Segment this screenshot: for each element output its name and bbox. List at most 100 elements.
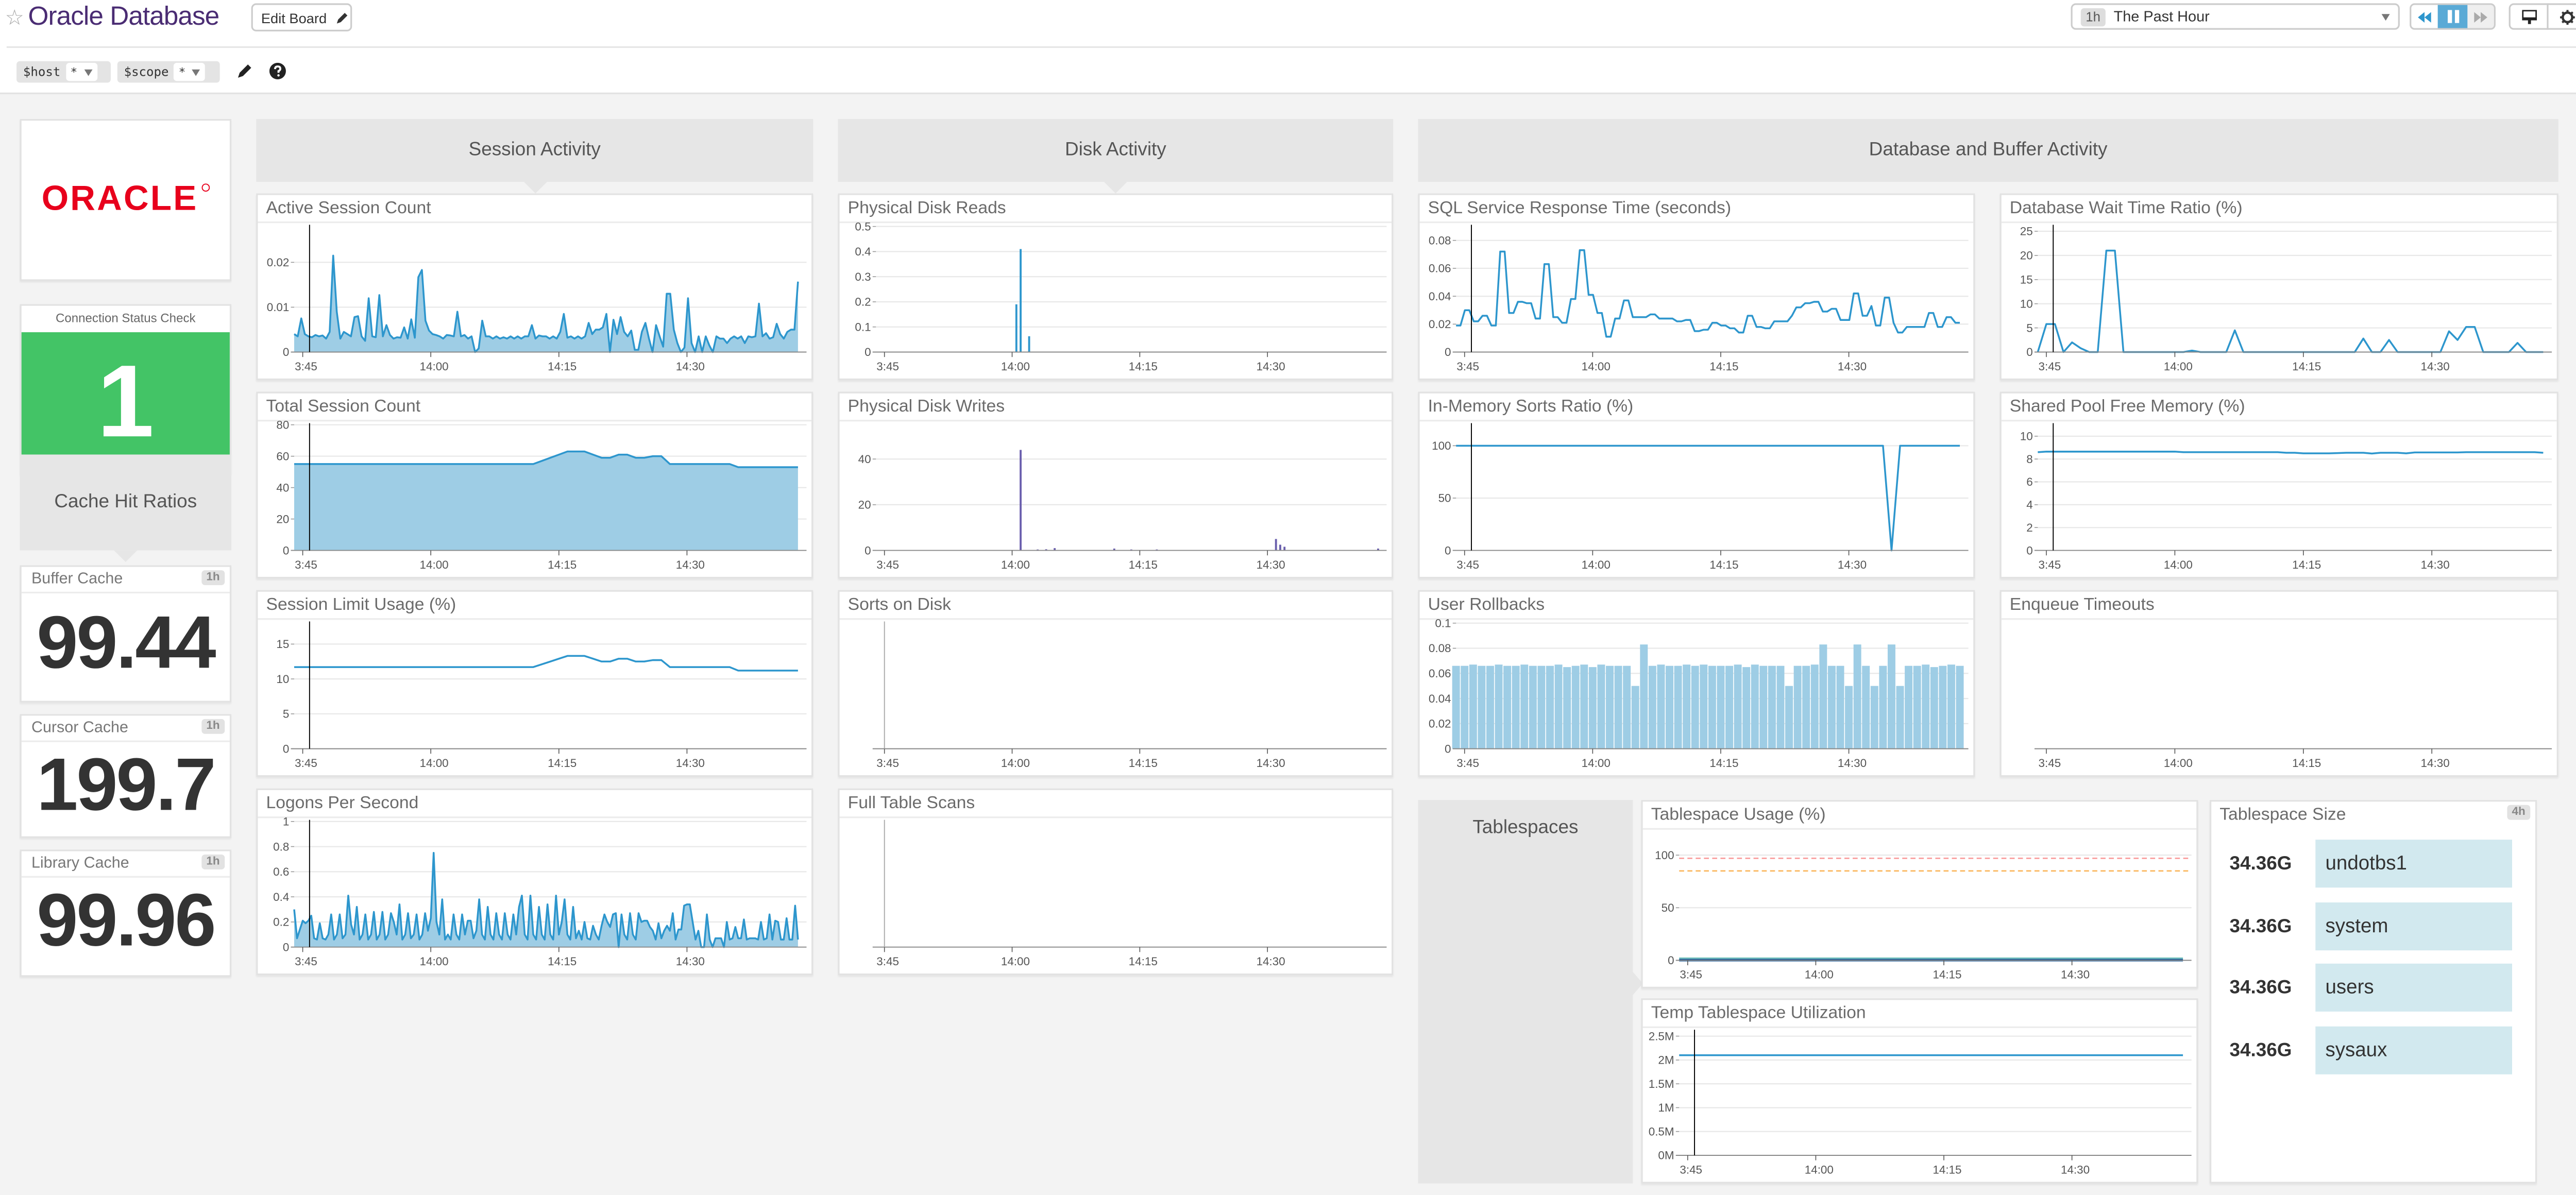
bar[interactable]	[1905, 665, 1913, 749]
plot-area[interactable]: 0 20 40 3:45 14:00 14:15 14:30	[840, 420, 1392, 577]
bar[interactable]	[1015, 304, 1018, 352]
bar[interactable]	[1377, 549, 1379, 551]
tv-mode-icon[interactable]	[2511, 3, 2549, 30]
bar[interactable]	[1529, 665, 1537, 749]
bar[interactable]	[1930, 667, 1938, 749]
timeframe-select[interactable]: 1h The Past Hour	[2071, 3, 2400, 30]
bar[interactable]	[1452, 665, 1460, 749]
bar[interactable]	[1793, 665, 1802, 749]
bar[interactable]	[1512, 665, 1520, 749]
series-line[interactable]	[2038, 451, 2544, 455]
series-line[interactable]	[1456, 445, 1960, 552]
plot-area[interactable]: 0 0.02 0.04 0.06 0.08 0.1 3:45 14:00 14:15 14:30	[1420, 617, 1974, 775]
bar[interactable]	[1461, 665, 1469, 749]
plot-area[interactable]: 0M 0.5M 1M 1.5M 2M 2.5M 3:45 14:00 14:15 14:30	[1643, 1027, 2197, 1182]
bar[interactable]	[1554, 664, 1563, 749]
bar[interactable]	[1054, 548, 1056, 551]
series-line[interactable]	[2037, 249, 2544, 353]
bar[interactable]	[1666, 665, 1673, 749]
bar[interactable]	[1862, 665, 1870, 749]
bar[interactable]	[1571, 665, 1580, 749]
plot-area[interactable]: 0 20 40 60 80 3:45 14:00 14:15 14:30	[258, 418, 811, 577]
plot-area[interactable]: 0 0.2 0.4 0.6 0.8 1 3:45 14:00 14:15 14:30	[258, 815, 811, 974]
bar[interactable]	[1283, 547, 1286, 551]
series-line[interactable]	[294, 450, 798, 468]
bar[interactable]	[1870, 686, 1878, 749]
bar[interactable]	[1597, 664, 1605, 749]
bar[interactable]	[1887, 644, 1895, 749]
bar[interactable]	[1742, 667, 1751, 749]
scope-select[interactable]: *	[174, 62, 206, 81]
bar[interactable]	[1802, 665, 1810, 749]
bar[interactable]	[1020, 450, 1022, 551]
help-icon[interactable]	[269, 62, 286, 80]
bar[interactable]	[1648, 665, 1656, 749]
star-icon[interactable]: ☆	[5, 5, 25, 30]
bar[interactable]	[1537, 665, 1546, 749]
series-line[interactable]	[293, 852, 799, 948]
bar[interactable]	[1956, 665, 1964, 749]
bar[interactable]	[1700, 664, 1708, 749]
bar[interactable]	[1113, 549, 1115, 551]
template-var-host[interactable]: $host *	[16, 61, 111, 83]
template-var-scope[interactable]: $scope *	[117, 61, 220, 83]
bar[interactable]	[1469, 664, 1477, 749]
bar[interactable]	[1725, 665, 1734, 749]
toplist-row[interactable]: 34.36G users	[2229, 963, 2513, 1012]
fast-forward-icon[interactable]	[2467, 5, 2494, 28]
bar[interactable]	[1810, 664, 1819, 749]
bar[interactable]	[1606, 665, 1614, 749]
bar[interactable]	[1939, 665, 1947, 749]
bar[interactable]	[1913, 665, 1921, 749]
series-line[interactable]	[294, 655, 798, 672]
toplist-row[interactable]: 34.36G system	[2229, 902, 2513, 951]
toplist-row[interactable]: 34.36G undotbs1	[2229, 840, 2513, 888]
bar[interactable]	[1520, 664, 1529, 749]
bar[interactable]	[1631, 686, 1639, 749]
bar[interactable]	[1614, 665, 1622, 749]
plot-area[interactable]: 0 0.1 0.2 0.3 0.4 0.5 3:45 14:00 14:15 14:30	[840, 220, 1392, 379]
plot-area[interactable]: 0 50 100 3:45 14:00 14:15 14:30	[1420, 420, 1974, 577]
plot-area[interactable]: 0 5 10 15 20 25 3:45 14:00 14:15 14:30	[2002, 221, 2557, 379]
bar[interactable]	[1478, 665, 1486, 749]
bar[interactable]	[1588, 667, 1597, 749]
bar[interactable]	[1546, 665, 1554, 749]
bar[interactable]	[1486, 665, 1494, 749]
bar[interactable]	[1020, 249, 1022, 352]
toplist-row[interactable]: 34.36G sysaux	[2229, 1026, 2513, 1074]
bar[interactable]	[1734, 664, 1742, 749]
bar[interactable]	[1776, 665, 1785, 749]
plot-area[interactable]: 3:45 14:00 14:15 14:30	[840, 816, 1392, 974]
plot-area[interactable]: 0 0.02 0.04 0.06 0.08 3:45 14:00 14:15 14:30	[1420, 221, 1974, 379]
bar[interactable]	[1275, 539, 1277, 551]
bar[interactable]	[1896, 686, 1904, 749]
plot-area[interactable]: 0 2 4 6 8 10 3:45 14:00 14:15 14:30	[2002, 420, 2557, 577]
bar[interactable]	[1827, 665, 1836, 749]
bar[interactable]	[1768, 665, 1776, 749]
rewind-icon[interactable]	[2411, 5, 2438, 28]
bar[interactable]	[1708, 665, 1716, 749]
plot-area[interactable]: 0 5 10 15 3:45 14:00 14:15 14:30	[258, 618, 811, 775]
plot-area[interactable]: 3:45 14:00 14:15 14:30	[2002, 618, 2557, 775]
bar[interactable]	[1495, 664, 1503, 749]
bar[interactable]	[1657, 664, 1665, 749]
pause-icon[interactable]	[2438, 5, 2467, 28]
bar[interactable]	[1836, 665, 1844, 749]
bar[interactable]	[1947, 664, 1955, 749]
bar[interactable]	[1691, 665, 1699, 749]
bar[interactable]	[1045, 549, 1047, 551]
bar[interactable]	[1674, 665, 1682, 749]
bar[interactable]	[1759, 665, 1768, 749]
bar[interactable]	[1845, 686, 1853, 749]
edit-board-button[interactable]: Edit Board	[251, 3, 352, 31]
plot-area[interactable]: 0 50 100 3:45 14:00 14:15 14:30	[1643, 828, 2197, 987]
bar[interactable]	[1683, 664, 1691, 749]
gear-icon[interactable]	[2549, 3, 2576, 29]
bar[interactable]	[1580, 664, 1588, 749]
bar[interactable]	[1640, 644, 1648, 749]
bar[interactable]	[1853, 644, 1861, 749]
plot-area[interactable]: 3:45 14:00 14:15 14:30	[840, 618, 1392, 775]
pencil-icon[interactable]	[236, 63, 253, 79]
bar[interactable]	[1279, 544, 1281, 551]
series-line[interactable]	[1456, 249, 1960, 338]
